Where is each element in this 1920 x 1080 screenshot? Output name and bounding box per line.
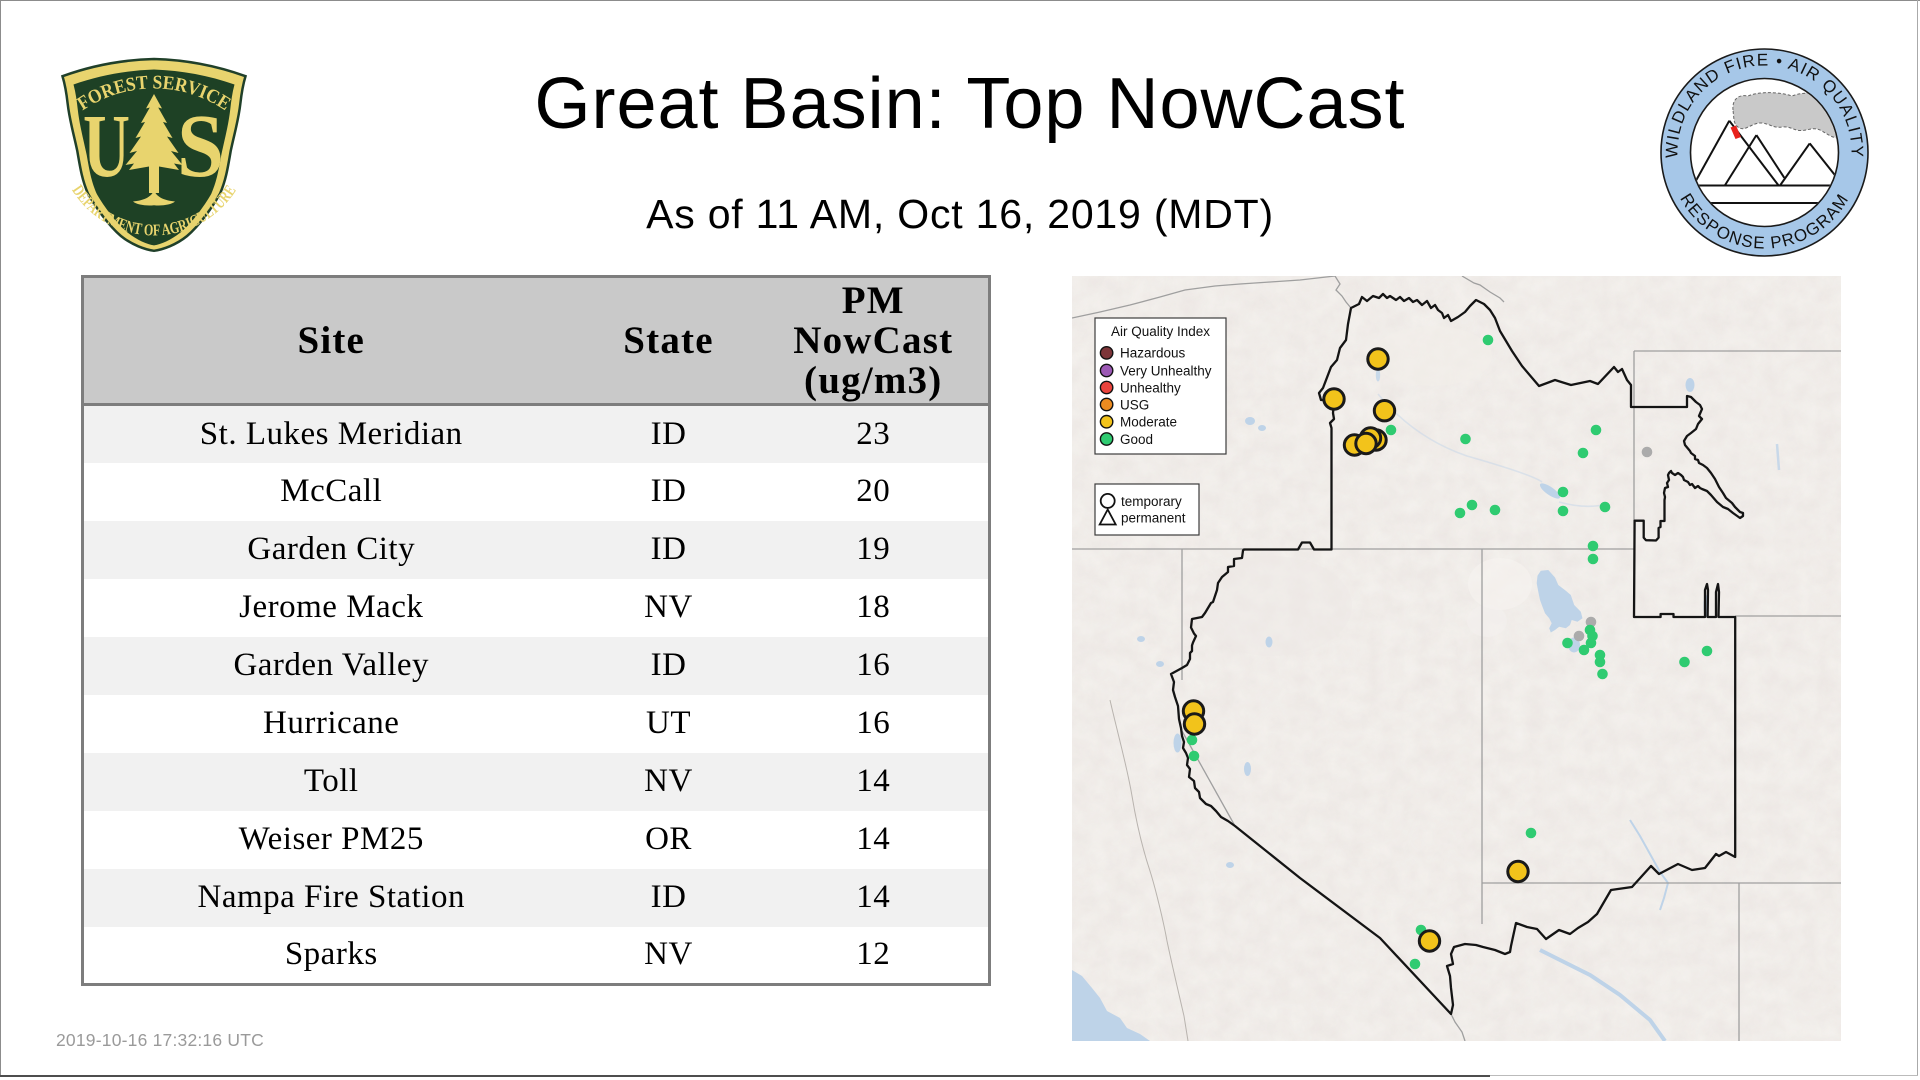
svg-text:U: U	[83, 97, 130, 196]
svg-text:Unhealthy: Unhealthy	[1120, 380, 1181, 395]
svg-text:Good: Good	[1120, 432, 1153, 447]
svg-text:USG: USG	[1120, 397, 1149, 412]
svg-text:permanent: permanent	[1121, 511, 1186, 526]
svg-text:Moderate: Moderate	[1120, 415, 1177, 430]
svg-text:Air Quality Index: Air Quality Index	[1111, 324, 1210, 339]
svg-text:Hazardous: Hazardous	[1120, 346, 1186, 361]
svg-text:Very Unhealthy: Very Unhealthy	[1120, 363, 1212, 378]
svg-text:temporary: temporary	[1121, 494, 1182, 509]
svg-text:S: S	[177, 97, 224, 196]
